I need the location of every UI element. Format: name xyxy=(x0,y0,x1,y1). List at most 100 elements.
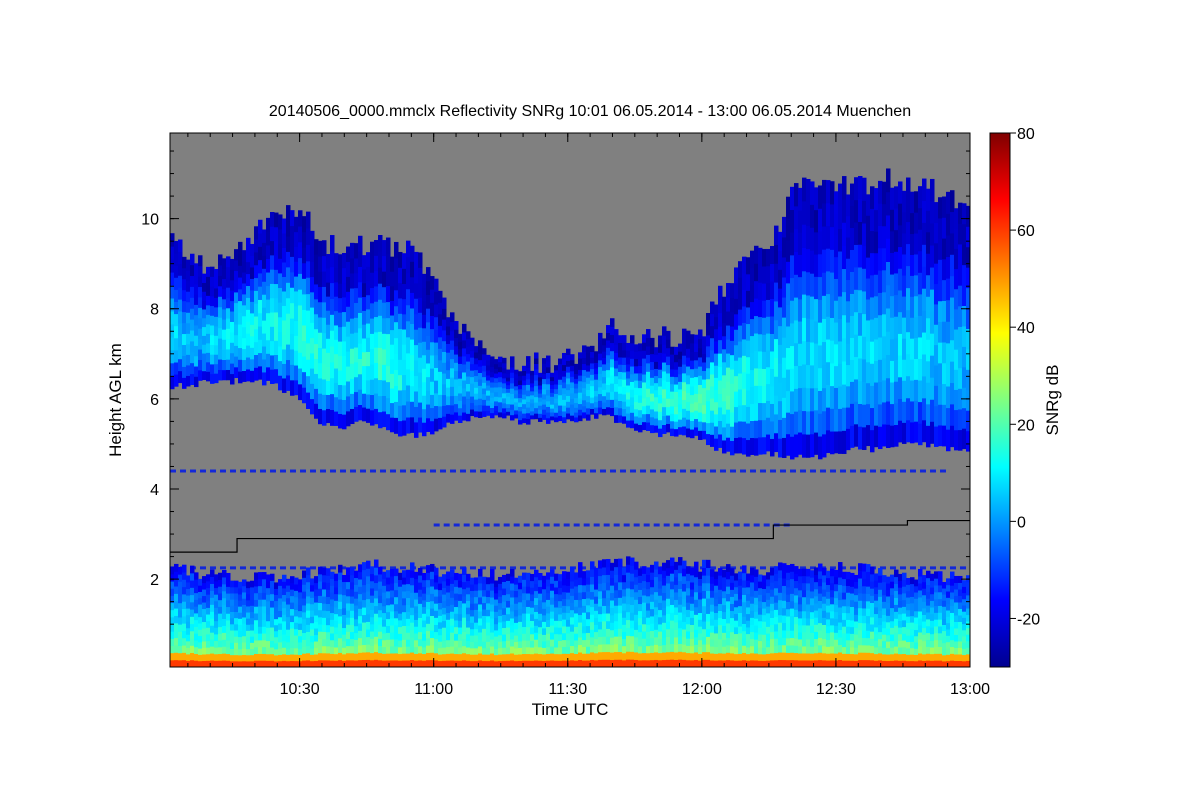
echo-cell xyxy=(482,602,487,610)
echo-cell xyxy=(850,640,855,648)
echo-cell xyxy=(486,375,491,381)
echo-cell xyxy=(386,590,391,599)
echo-cell xyxy=(610,383,615,392)
echo-cell xyxy=(714,340,719,354)
echo-cell xyxy=(554,600,559,608)
echo-cell xyxy=(490,569,495,577)
echo-cell xyxy=(202,282,207,292)
echo-cell xyxy=(682,346,687,356)
echo-cell xyxy=(770,263,775,282)
echo-cell xyxy=(178,239,183,252)
echo-cell xyxy=(258,605,263,614)
echo-cell xyxy=(398,282,403,299)
echo-cell xyxy=(206,314,211,325)
echo-cell xyxy=(262,294,267,308)
echo-cell xyxy=(786,608,791,617)
echo-cell xyxy=(946,191,951,214)
echo-cell xyxy=(322,378,327,395)
echo-cell xyxy=(310,246,315,262)
echo-cell xyxy=(286,629,291,637)
echo-cell xyxy=(830,603,835,612)
echo-cell xyxy=(962,387,967,409)
echo-cell xyxy=(838,296,843,319)
echo-cell xyxy=(362,379,367,394)
echo-cell xyxy=(666,364,671,374)
echo-cell xyxy=(470,603,475,611)
echo-cell xyxy=(682,659,687,667)
echo-cell xyxy=(510,404,515,410)
echo-cell xyxy=(322,301,327,318)
echo-cell xyxy=(786,594,791,602)
echo-cell xyxy=(478,638,483,647)
echo-cell xyxy=(470,383,475,391)
echo-cell xyxy=(182,637,187,646)
echo-cell xyxy=(506,407,511,412)
echo-cell xyxy=(906,647,911,655)
echo-cell xyxy=(674,651,679,660)
echo-cell xyxy=(682,355,687,365)
echo-cell xyxy=(266,660,271,667)
echo-cell xyxy=(530,587,535,595)
echo-cell xyxy=(298,383,303,401)
echo-cell xyxy=(722,348,727,363)
echo-cell xyxy=(598,606,603,615)
echo-cell xyxy=(490,361,495,368)
echo-cell xyxy=(922,375,927,399)
echo-cell xyxy=(450,639,455,647)
echo-cell xyxy=(330,571,335,580)
echo-cell xyxy=(606,613,611,622)
echo-cell xyxy=(230,648,235,656)
echo-cell xyxy=(530,653,535,661)
echo-cell xyxy=(226,606,231,614)
echo-cell xyxy=(390,387,395,404)
echo-cell xyxy=(610,622,615,631)
echo-cell xyxy=(266,217,271,232)
echo-cell xyxy=(854,356,859,380)
echo-cell xyxy=(862,659,867,667)
echo-cell xyxy=(514,590,519,598)
echo-cell xyxy=(802,177,807,202)
echo-cell xyxy=(206,600,211,608)
echo-cell xyxy=(826,384,831,408)
echo-cell xyxy=(922,200,927,223)
echo-cell xyxy=(210,625,215,633)
echo-cell xyxy=(238,288,243,302)
echo-cell xyxy=(302,618,307,627)
echo-cell xyxy=(606,406,611,415)
echo-cell xyxy=(686,616,691,625)
echo-cell xyxy=(810,632,815,640)
echo-cell xyxy=(890,317,895,340)
echo-cell xyxy=(786,433,791,456)
echo-cell xyxy=(890,574,895,582)
echo-cell xyxy=(218,327,223,339)
echo-cell xyxy=(190,659,195,667)
echo-cell xyxy=(854,244,859,268)
echo-cell xyxy=(782,216,787,238)
echo-cell xyxy=(698,626,703,634)
echo-cell xyxy=(646,602,651,611)
echo-cell xyxy=(590,345,595,353)
echo-cell xyxy=(362,407,367,422)
echo-cell xyxy=(274,297,279,313)
echo-cell xyxy=(318,362,323,379)
echo-cell xyxy=(886,377,891,402)
echo-cell xyxy=(366,598,371,607)
echo-cell xyxy=(570,359,575,366)
echo-cell xyxy=(334,600,339,608)
echo-cell xyxy=(190,275,195,287)
echo-cell xyxy=(838,206,843,230)
echo-cell xyxy=(342,384,347,400)
echo-cell xyxy=(798,659,803,667)
echo-cell xyxy=(626,627,631,636)
echo-cell xyxy=(346,306,351,322)
echo-cell xyxy=(194,606,199,614)
echo-cell xyxy=(726,437,731,452)
echo-cell xyxy=(494,410,499,416)
echo-cell xyxy=(710,590,715,598)
echo-cell xyxy=(794,587,799,596)
echo-cell xyxy=(654,389,659,398)
echo-cell xyxy=(518,384,523,390)
echo-cell xyxy=(374,597,379,607)
echo-cell xyxy=(862,571,867,579)
echo-cell xyxy=(298,585,303,593)
